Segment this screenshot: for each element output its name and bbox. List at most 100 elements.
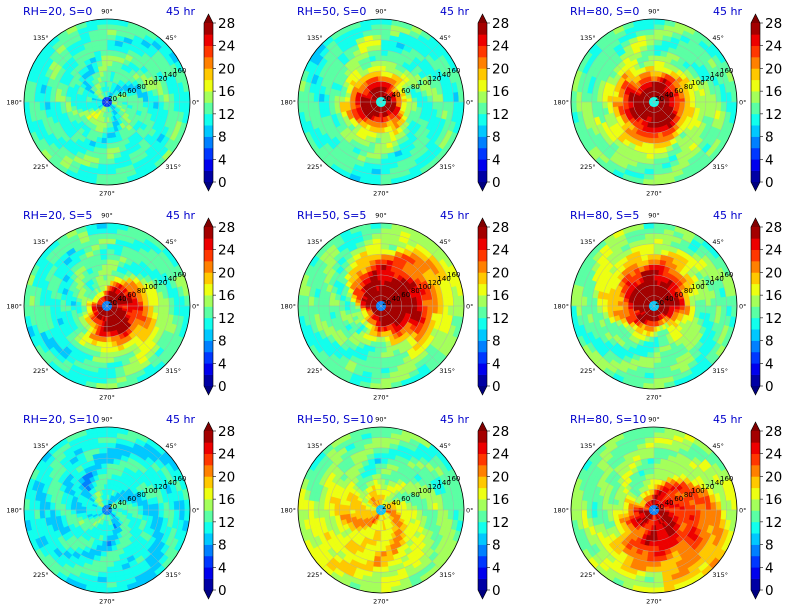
contour-cell [106,243,116,250]
contour-cell [102,336,108,343]
colorbar-level [478,351,487,364]
contour-cell [694,101,701,109]
contour-cell [44,305,51,315]
contour-cell [380,346,388,353]
contour-cell [168,101,175,112]
colorbar-level [751,79,760,92]
colorbar-tick-label: 28 [218,16,235,32]
contour-cell [374,49,382,56]
contour-cell [106,23,118,31]
colorbar-level [751,363,760,375]
colorbar-tick-label: 20 [765,265,782,281]
contour-cell [452,295,460,307]
contour-cell [106,137,113,144]
contour-cell [98,158,108,165]
contour-cell [380,168,391,175]
contour-cell [372,39,382,46]
contour-cell [612,305,619,312]
contour-cell [360,303,366,307]
contour-cell [653,357,662,364]
contour-cell [427,305,434,313]
contour-cell [653,253,661,260]
contour-cell [705,305,712,314]
contour-cell [106,362,116,369]
contour-cell [106,158,116,165]
contour-cell [653,285,657,291]
radial-tick-label: 40 [392,295,401,303]
angular-tick-label: 135° [307,238,323,246]
contour-cell [653,60,660,67]
radial-tick-label: 120 [701,75,714,83]
contour-cell [653,49,661,56]
contour-cell [607,95,614,103]
contour-cell [374,259,382,266]
contour-cell [442,101,449,112]
contour-cell [374,142,382,149]
colorbar-level [204,227,213,239]
contour-cell [54,299,61,307]
angular-tick-label: 0° [466,303,473,311]
angular-tick-label: 45° [165,238,177,246]
contour-cell [60,101,67,109]
contour-cell [437,297,444,307]
colorbar-level [478,306,487,319]
colorbar-level [204,91,213,103]
panel-title: RH=20, S=10 [23,413,99,426]
radial-tick-label: 20 [382,299,391,307]
contour-cell [601,305,608,313]
contour-cell [99,44,108,51]
colorbar-tick-label: 24 [765,39,782,55]
contour-cell [377,326,382,333]
contour-cell [432,101,439,110]
contour-cell [649,331,655,338]
contour-cell [612,96,619,103]
contour-cell [647,352,655,359]
contour-cell [432,305,439,314]
contour-cell [173,305,180,316]
colorbar-level [204,23,213,35]
contour-cell [644,29,655,36]
contour-cell [644,163,655,170]
contour-cell [70,97,77,103]
contour-cell [163,101,170,111]
colorbar-tick-label: 0 [218,175,227,191]
polar-panel: RH=20, S=10 45 hr0°45°90°135°180°225°270°… [6,413,235,606]
contour-cell [647,142,655,149]
contour-cell [380,285,384,291]
contour-cell [106,357,115,364]
contour-cell [416,305,423,312]
contour-cell [318,297,325,307]
contour-cell [34,101,41,112]
contour-cell [581,92,588,103]
angular-tick-label: 225° [307,163,323,171]
radial-tick-label: 160 [720,67,733,75]
colorbar-tick-label: 12 [492,107,509,123]
angular-tick-label: 180° [6,303,22,311]
contour-cell [700,305,707,313]
contour-cell [406,305,413,311]
colorbar-extend-max [751,218,760,227]
contour-cell [374,148,382,155]
contour-cell [97,367,108,374]
colorbar-level [751,23,760,35]
contour-cell [647,49,655,56]
colorbar-level [478,79,487,92]
panel-time-label: 45 hr [166,5,195,18]
contour-cell [653,259,661,266]
panel-title: RH=80, S=0 [570,5,639,18]
contour-cell [49,298,56,307]
polar-grid [570,222,738,390]
colorbar-level [751,159,760,171]
contour-cell [106,269,112,276]
contour-cell [380,153,389,160]
colorbar-tick-label: 28 [765,220,782,236]
contour-cell [607,101,614,109]
contour-cell [694,95,701,103]
polar-grid [23,18,191,186]
colorbar-level [204,45,213,58]
contour-cell [575,295,583,307]
angular-tick-label: 45° [712,34,724,42]
contour-cell [370,23,382,31]
contour-cell [653,158,663,165]
colorbar-level [204,113,213,126]
